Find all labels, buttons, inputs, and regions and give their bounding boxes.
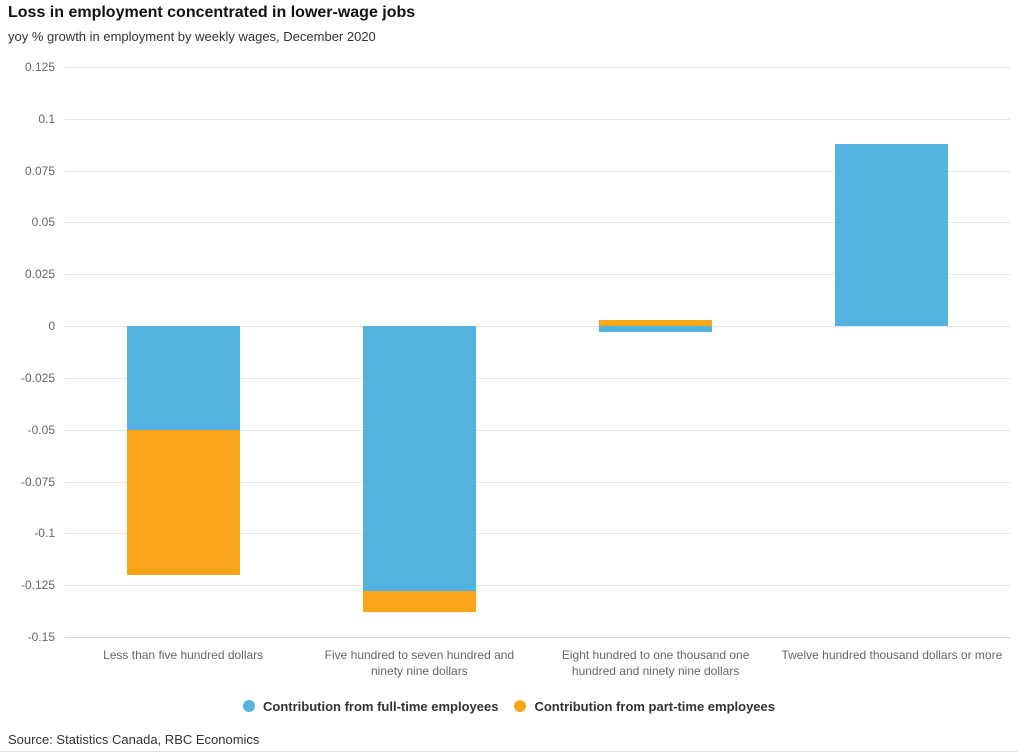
chart-legend: Contribution from full-time employees Con… bbox=[0, 695, 1018, 717]
y-tick-label: -0.1 bbox=[34, 526, 55, 541]
bar-segment-series-0[interactable] bbox=[599, 326, 713, 333]
legend-marker-icon bbox=[514, 700, 527, 712]
bar-segment-series-0[interactable] bbox=[835, 143, 949, 327]
y-gridline bbox=[65, 274, 1010, 276]
y-gridline bbox=[65, 481, 1010, 483]
legend-item-label: Contribution from part-time employees bbox=[534, 698, 775, 714]
x-category-label: Five hundred to seven hundred and ninety… bbox=[324, 648, 515, 678]
y-gridline bbox=[65, 222, 1010, 224]
y-tick-label: -0.05 bbox=[27, 422, 55, 437]
bar-segment-series-1[interactable] bbox=[126, 429, 240, 575]
y-tick-label: 0 bbox=[48, 319, 55, 334]
y-tick-label: 0.075 bbox=[24, 163, 55, 178]
y-gridline bbox=[65, 67, 1010, 68]
y-tick-label: 0.125 bbox=[24, 60, 55, 74]
legend-item-series-0[interactable]: Contribution from full-time employees bbox=[243, 699, 498, 714]
y-tick-label: 0.1 bbox=[38, 111, 55, 126]
bar-segment-series-1[interactable] bbox=[599, 319, 713, 327]
x-category-label: Less than five hundred dollars bbox=[103, 648, 264, 662]
bar-segment-series-0[interactable] bbox=[126, 326, 240, 430]
bar-segment-series-1[interactable] bbox=[362, 591, 476, 613]
y-gridline bbox=[65, 326, 1010, 328]
legend-item-series-1[interactable]: Contribution from part-time employees bbox=[514, 699, 775, 714]
y-tick-label: -0.025 bbox=[20, 370, 55, 385]
y-gridline bbox=[65, 118, 1010, 120]
legend-item-label: Contribution from full-time employees bbox=[263, 698, 499, 714]
x-category-label: Eight hundred to one thousand one hundre… bbox=[561, 648, 750, 678]
y-gridline bbox=[65, 377, 1010, 379]
y-gridline bbox=[65, 585, 1010, 587]
y-gridline bbox=[65, 170, 1010, 172]
y-tick-label: 0.025 bbox=[24, 267, 55, 282]
y-gridline bbox=[65, 429, 1010, 431]
x-category-label: Twelve hundred thousand dollars or more bbox=[781, 648, 1003, 662]
chart-title: Loss in employment concentrated in lower… bbox=[8, 4, 416, 21]
bottom-divider bbox=[0, 751, 1018, 752]
x-axis-line bbox=[65, 637, 1010, 638]
y-tick-label: -0.075 bbox=[20, 474, 55, 489]
chart-subtitle: yoy % growth in employment by weekly wag… bbox=[8, 29, 376, 44]
y-tick-label: -0.15 bbox=[27, 630, 55, 644]
y-gridline bbox=[65, 533, 1010, 535]
y-tick-label: -0.125 bbox=[20, 578, 55, 593]
y-tick-label: 0.05 bbox=[31, 215, 55, 230]
legend-marker-icon bbox=[243, 700, 255, 712]
source-note: Source: Statistics Canada, RBC Economics bbox=[8, 732, 260, 747]
bar-segment-series-0[interactable] bbox=[362, 326, 476, 592]
